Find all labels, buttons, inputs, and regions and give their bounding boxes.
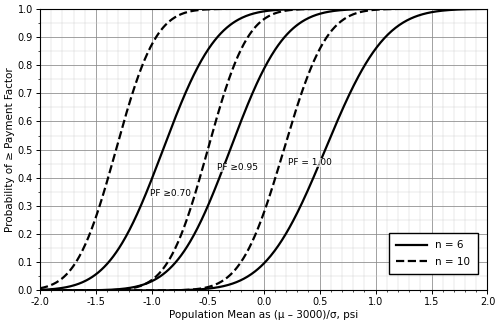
Legend: n = 6, n = 10: n = 6, n = 10 bbox=[388, 233, 478, 274]
Text: PF = 1.00: PF = 1.00 bbox=[288, 158, 332, 166]
Y-axis label: Probability of ≥ Payment Factor: Probability of ≥ Payment Factor bbox=[5, 67, 15, 232]
Text: PF ≥0.95: PF ≥0.95 bbox=[216, 163, 258, 172]
Text: PF ≥0.70: PF ≥0.70 bbox=[150, 188, 190, 198]
X-axis label: Population Mean as (μ – 3000)/σ, psi: Population Mean as (μ – 3000)/σ, psi bbox=[169, 310, 358, 320]
